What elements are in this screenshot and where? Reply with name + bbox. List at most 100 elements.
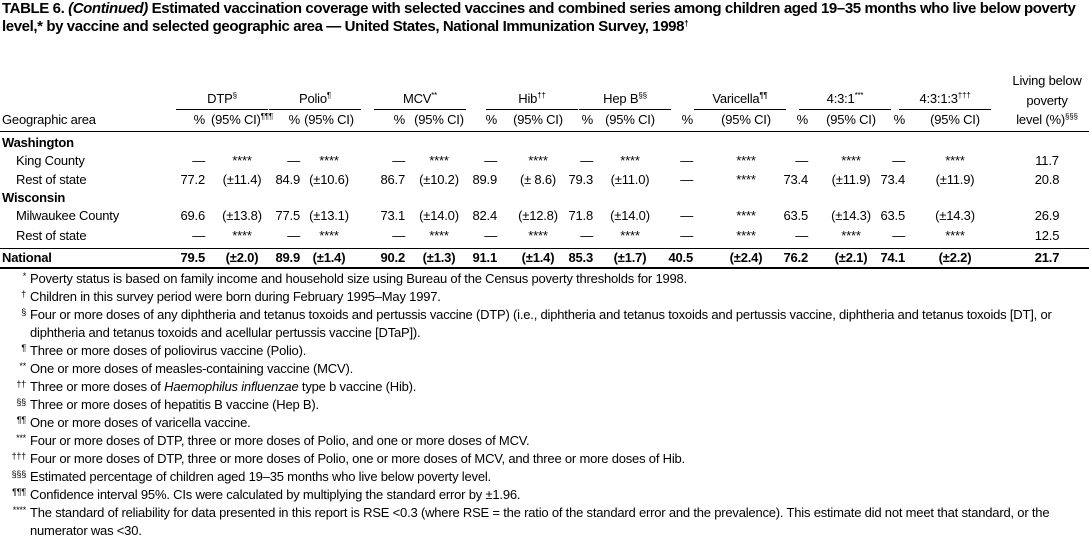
footnote-symbol: §§ [16,397,26,407]
title-continued: (Continued) [68,0,148,17]
group-mark: ††† [957,91,971,100]
pct-cell: 63.5 [880,208,905,223]
ci-cell: **** [736,208,756,223]
poverty-cell: 20.8 [1034,172,1060,187]
pct-header: % [581,112,594,127]
footnote-symbol: **** [12,505,26,515]
pct-header: % [288,112,301,127]
ci-cell: **** [319,228,339,243]
ci-cell: **** [736,172,756,187]
ci-text: (95% CI) [721,112,771,127]
pct-cell: — [680,153,693,168]
poverty-cell: 11.7 [1035,153,1059,168]
pct-cell: 84.9 [275,172,300,187]
ci-cell: **** [232,228,252,243]
footnote-symbol: ¶¶¶ [12,487,26,497]
pct-cell: 73.4 [783,172,808,187]
ci-text: (95% CI) [304,112,354,127]
footnote-text: Four or more doses of DTP, three or more… [30,432,1089,450]
pct-cell: 82.4 [472,208,497,223]
ci-cell: (±1.4) [521,250,555,265]
group-header: Polio¶ [299,91,331,107]
ci-header: (95% CI) [826,112,876,128]
footnote-text: Three or more doses of hepatitis B vacci… [30,396,1089,414]
rule [579,109,671,110]
footnote-text: Four or more doses of DTP, three or more… [30,450,1089,468]
footnote-text: Confidence interval 95%. CIs were calcul… [30,486,1089,504]
pct-cell: — [192,228,205,243]
pct-cell: — [580,153,593,168]
ci-text: (95% CI) [930,112,980,127]
poverty-cell: 21.7 [1034,250,1060,265]
footnote: §§ Three or more doses of hepatitis B vac… [0,396,1089,414]
pct-cell: — [484,153,497,168]
ci-cell: **** [528,228,548,243]
poverty-cell: 12.5 [1034,228,1060,243]
pct-header: % [893,112,906,127]
footnote-text: Four or more doses of any diphtheria and… [30,306,1089,342]
ci-cell: **** [945,228,965,243]
pct-cell: 90.2 [380,250,405,265]
footnote-symbol: *** [16,433,26,443]
ci-mark: ¶¶¶ [260,112,274,121]
ci-cell: **** [945,153,965,168]
ci-header: (95% CI) [513,112,563,128]
pct-header: % [485,112,498,127]
ci-cell: **** [232,153,252,168]
footnote-body: Three or more doses of hepatitis B vacci… [30,397,319,412]
footnote-symbol: †† [16,379,26,389]
ci-cell: (±1.4) [312,250,346,265]
ci-cell: **** [841,228,861,243]
row-label: Rest of state [16,228,87,243]
pct-cell: 40.5 [668,250,693,265]
rule [0,248,1089,249]
rule [0,267,1089,269]
footnote-body: Three or more doses of poliovirus vaccin… [30,343,307,358]
pct-cell: 63.5 [783,208,808,223]
ci-cell: (±11.0) [610,172,650,187]
pct-cell: — [795,153,808,168]
footnote: **** The standard of reliability for data… [0,504,1089,540]
rule [486,109,578,110]
ci-text: (95% CI) [513,112,563,127]
row-label: Washington [2,135,74,150]
ci-header: (95% CI) [304,112,354,128]
group-mark: †† [537,91,546,100]
footnote-body: Poverty status is based on family income… [30,271,687,286]
ci-cell: (± 8.6) [519,172,557,187]
pct-header: % [193,112,206,127]
pct-cell: 74.1 [880,250,905,265]
pct-cell: 89.9 [275,250,300,265]
ci-cell: **** [429,228,449,243]
pct-cell: — [580,228,593,243]
pct-cell: — [392,228,405,243]
pct-header: % [393,112,406,127]
pct-cell: 73.1 [380,208,405,223]
group-name: Hib [518,91,538,106]
ci-cell: (±11.9) [935,172,975,187]
ci-cell: (±14.3) [935,208,975,223]
footnote-text: Children in this survey period were born… [30,288,1089,306]
rule [799,109,891,110]
ci-cell: **** [736,153,756,168]
ci-cell: (±11.9) [831,172,871,187]
pct-header: % [796,112,809,127]
ci-cell: (±1.7) [613,250,647,265]
group-name: 4:3:1:3 [919,91,958,106]
group-header: Hib†† [518,91,546,107]
ci-cell: (±10.2) [419,172,459,187]
rule [176,109,268,110]
poverty-header: poverty [1026,93,1067,109]
pct-header: % [681,112,694,127]
footnote-body: Four or more doses of DTP, three or more… [30,433,530,448]
ci-cell: **** [620,153,640,168]
group-mark: § [232,91,237,100]
pct-cell: 77.2 [180,172,205,187]
pct-cell: — [287,228,300,243]
footnote-text: Estimated percentage of children aged 19… [30,468,1089,486]
footnote-body: Confidence interval 95%. CIs were calcul… [30,487,521,502]
ci-cell: (±1.3) [422,250,456,265]
footnote-symbol: ¶¶ [16,415,26,425]
group-mark: ¶¶ [759,91,768,100]
